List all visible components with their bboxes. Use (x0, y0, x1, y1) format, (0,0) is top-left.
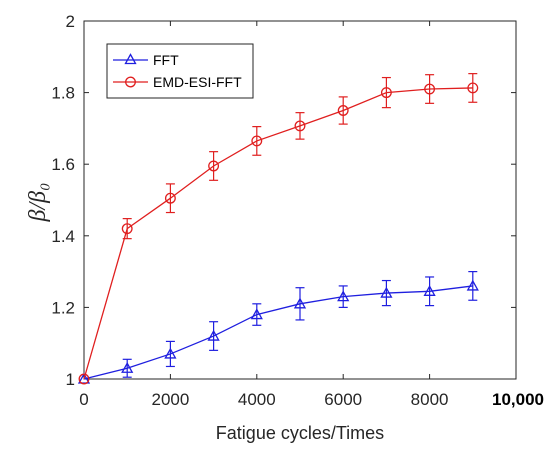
x-axis-label: Fatigue cycles/Times (216, 423, 384, 443)
legend-marker-emd (125, 76, 136, 88)
plot-frame (83, 20, 517, 380)
y-tick-label: 1.8 (51, 84, 75, 103)
data-point (121, 361, 134, 373)
legend-marker-fft (124, 53, 137, 65)
data-point (467, 82, 479, 94)
y-tick-label: 1.2 (51, 298, 75, 317)
y-tick-label: 1.6 (51, 155, 75, 174)
x-tick-label: 2000 (151, 390, 189, 409)
data-point (423, 284, 436, 296)
data-point (293, 297, 307, 309)
y-tick-label: 2 (66, 12, 75, 31)
x-tick-label: 8000 (411, 390, 449, 409)
y-axis-label: β/β₀ (25, 183, 51, 223)
data-point (251, 135, 263, 147)
data-point (337, 105, 349, 116)
data-point (337, 290, 350, 302)
legend-label-emd-esi-fft: EMD-ESI-FFT (153, 74, 242, 90)
series-line (83, 285, 473, 380)
data-point (380, 87, 392, 99)
data-point (164, 347, 177, 359)
data-point (78, 373, 90, 385)
x-tick-label: 0 (79, 390, 88, 409)
series-line (83, 87, 473, 380)
legend-label-fft: FFT (153, 52, 179, 68)
series-emd-esi-fft (78, 73, 479, 385)
series-fft (77, 271, 479, 384)
x-tick-label: 6000 (324, 390, 362, 409)
data-point (380, 286, 393, 298)
data-point (164, 192, 176, 204)
legend-box (106, 43, 254, 99)
data-point (121, 223, 133, 235)
y-tick-label: 1.4 (51, 227, 75, 246)
data-point (77, 372, 91, 384)
series-layer (77, 73, 479, 385)
data-point (294, 120, 306, 132)
data-point (207, 329, 220, 341)
data-point (424, 83, 436, 95)
data-point (466, 279, 479, 291)
data-point (208, 160, 220, 172)
x-tick-label: 4000 (238, 390, 276, 409)
x-tick-label: 10,000 (492, 390, 544, 409)
tick-labels: 0 2000 4000 6000 8000 10,000 1 1.2 1.4 1.6 1.8 2 (51, 12, 544, 409)
data-point (250, 308, 263, 320)
y-tick-label: 1 (66, 370, 75, 389)
legend: FFT EMD-ESI-FFT (106, 43, 254, 99)
